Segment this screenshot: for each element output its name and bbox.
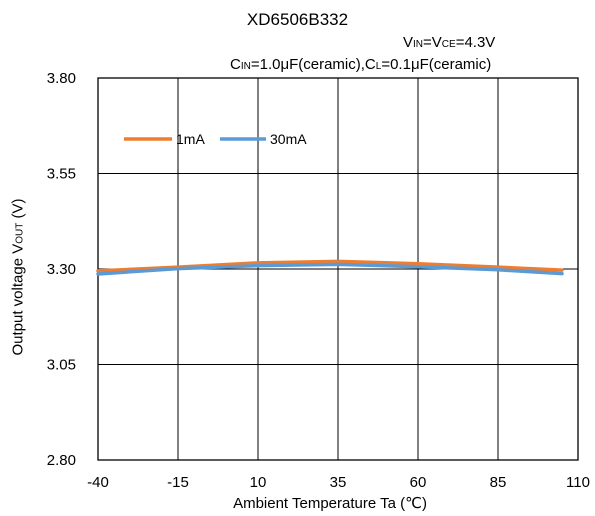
y-axis-label: Output voltage VOUT (V) [10, 198, 27, 355]
x-tick-label: -15 [167, 474, 189, 491]
series-layer [96, 259, 564, 276]
y-tick-labels: 2.80 3.05 3.30 3.55 3.80 [47, 70, 76, 469]
x-tick-label: 110 [566, 474, 590, 491]
legend: 1mA 30mA [124, 131, 307, 147]
chart-title: XD6506B332 [246, 10, 349, 29]
x-tick-label: 60 [410, 474, 427, 491]
condition-line-1: VIN=VCE=4.3V [403, 34, 495, 51]
x-tick-labels: -40 -15 10 35 60 85 110 [87, 474, 590, 491]
x-tick-label: 35 [330, 474, 347, 491]
y-label-tail: (V) [9, 198, 27, 223]
cond2-c1: C [230, 56, 241, 73]
cond2-tail: =0.1μF(ceramic) [381, 56, 492, 73]
x-axis-label: Ambient Temperature Ta (℃) [233, 495, 427, 512]
series-line-30ma [96, 262, 564, 276]
legend-label-30ma: 30mA [270, 131, 307, 147]
y-tick-label: 3.55 [47, 166, 76, 183]
y-tick-label: 3.80 [47, 70, 76, 87]
cond2-c2-sub: L [375, 61, 382, 72]
cond2-c1-sub: IN [240, 61, 251, 72]
y-tick-label: 3.30 [47, 261, 76, 278]
y-tick-label: 3.05 [47, 357, 76, 374]
legend-label-1ma: 1mA [176, 131, 205, 147]
cond1-v1: V [403, 34, 414, 51]
cond1-mid: =V [423, 34, 442, 51]
x-tick-label: 10 [250, 474, 267, 491]
x-tick-label: -40 [87, 474, 109, 491]
cond1-v1-sub: IN [413, 39, 424, 50]
cond1-tail: =4.3V [455, 34, 496, 51]
condition-line-2: CIN=1.0μF(ceramic),CL=0.1μF(ceramic) [230, 56, 491, 73]
y-label-sub: OUT [14, 222, 26, 244]
plot-frame [97, 77, 579, 461]
y-label-main: Output voltage V [9, 243, 27, 356]
x-tick-label: 85 [490, 474, 507, 491]
y-tick-label: 2.80 [47, 452, 76, 469]
cond2-mid: =1.0μF(ceramic),C [250, 56, 376, 73]
cond1-v2-sub: CE [441, 39, 456, 50]
